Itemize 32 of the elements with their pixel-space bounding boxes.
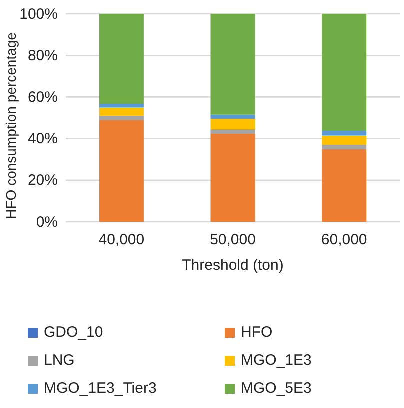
x-tick-label: 60,000 <box>321 232 368 249</box>
bar <box>322 149 367 222</box>
y-tick-label: 80% <box>28 47 58 64</box>
legend-label: MGO_1E3 <box>241 352 312 369</box>
bar <box>210 134 256 222</box>
bar <box>99 116 144 120</box>
bar <box>210 129 256 134</box>
x-tick-label: 50,000 <box>210 232 256 249</box>
bar <box>210 119 256 130</box>
y-tick-label: 40% <box>28 130 58 148</box>
bar <box>99 120 144 222</box>
bar <box>322 130 367 136</box>
x-tick-label: 40,000 <box>98 232 145 249</box>
legend-label: MGO_5E3 <box>241 380 312 397</box>
y-axis-title: HFO consumption percentage <box>3 32 19 220</box>
y-tick-label: 60% <box>28 89 58 106</box>
y-tick-label: 0% <box>36 214 58 231</box>
bar <box>322 136 367 146</box>
bar <box>210 14 256 115</box>
legend-label: GDO_10 <box>44 324 104 341</box>
y-tick-label: 100% <box>20 6 58 23</box>
bar <box>210 114 256 120</box>
y-tick-label: 20% <box>28 172 58 190</box>
bar <box>99 103 144 108</box>
bar <box>99 14 144 104</box>
x-axis-title: Threshold (ton) <box>182 257 284 274</box>
bar <box>322 14 367 130</box>
bar <box>322 145 367 150</box>
legend-label: MGO_1E3_Tier3 <box>44 380 157 397</box>
legend-label: HFO <box>241 324 273 341</box>
legend-label: LNG <box>44 352 75 369</box>
bar <box>99 108 144 116</box>
